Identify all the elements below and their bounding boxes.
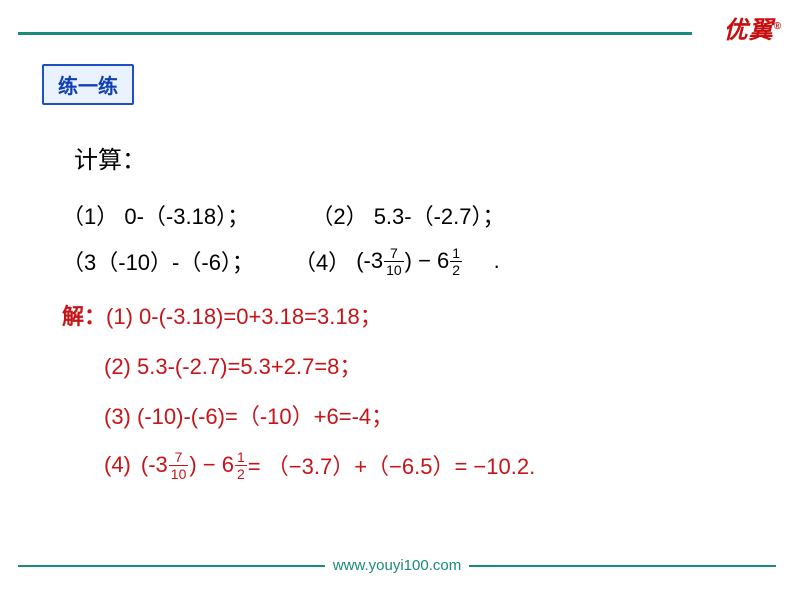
p4-f1-num: 7 xyxy=(384,246,404,261)
fraction-icon: 7 10 xyxy=(384,246,404,277)
s4-num: (4) xyxy=(104,452,131,478)
solution-4: (4) (-3 7 10 ) − 6 1 2 = （−3.7）+（−6.5）= … xyxy=(104,449,734,481)
fraction-icon: 1 2 xyxy=(450,246,462,277)
section-badge: 练一练 xyxy=(42,64,134,105)
p4-f1-den: 10 xyxy=(384,261,404,277)
fraction-icon: 1 2 xyxy=(235,450,247,481)
s4-f1-den: 10 xyxy=(169,465,189,481)
content-area: 计算： （1） 0-（-3.18）； （2） 5.3-（-2.7）； （3（-1… xyxy=(62,140,734,499)
logo-text: 优翼 xyxy=(724,17,774,44)
s4-mid1: ) − 6 xyxy=(189,452,234,478)
p4-mid: ) − 6 xyxy=(405,248,450,274)
p4-tail: . xyxy=(463,248,500,274)
p4-lead: (-3 xyxy=(356,248,383,274)
p4-f2-den: 2 xyxy=(450,261,462,277)
footer-bar: www.youyi100.com xyxy=(18,557,776,574)
footer-url: www.youyi100.com xyxy=(325,557,469,574)
fraction-icon: 7 10 xyxy=(169,450,189,481)
p3-number: （3 xyxy=(62,245,96,277)
footer-rule-right xyxy=(469,565,776,567)
solution-3: (3) (-10)-(-6)=（-10）+6=-4； xyxy=(104,399,734,431)
s1-num: (1) xyxy=(106,304,133,329)
p2-number: （2） xyxy=(311,204,367,229)
p4-expr: (-3 7 10 ) − 6 1 2 . xyxy=(356,246,500,277)
p3-expr: （-10）-（-6）； xyxy=(96,245,254,277)
p2-expr: 5.3-（-2.7）； xyxy=(368,204,505,229)
s4-expr: (-3 7 10 ) − 6 1 2 = （−3.7）+（−6.5）= −10.… xyxy=(141,449,535,481)
prompt-text: 计算： xyxy=(74,140,734,175)
s3-num: (3) xyxy=(104,404,131,429)
s1-expr: 0-(-3.18)=0+3.18=3.18； xyxy=(133,304,382,329)
brand-logo: 优翼® xyxy=(724,10,782,45)
p1-expr: 0-（-3.18）； xyxy=(118,204,249,229)
solution-2: (2) 5.3-(-2.7)=5.3+2.7=8； xyxy=(104,349,734,381)
header-rule xyxy=(18,32,692,35)
p1-number: （1） xyxy=(62,204,118,229)
solution-1: 解：(1) 0-(-3.18)=0+3.18=3.18； xyxy=(62,299,734,331)
p4-number: （4） xyxy=(294,245,350,277)
s3-expr: (-10)-(-6)=（-10）+6=-4； xyxy=(131,404,393,429)
s4-f2-den: 2 xyxy=(235,465,247,481)
s2-num: (2) xyxy=(104,354,131,379)
problem-row-2: （3（-10）-（-6）； （4） (-3 7 10 ) − 6 1 2 . xyxy=(62,245,734,277)
solution-label: 解： xyxy=(62,304,106,329)
s2-expr: 5.3-(-2.7)=5.3+2.7=8； xyxy=(131,354,362,379)
footer-rule-left xyxy=(18,565,325,567)
s4-f2-num: 1 xyxy=(235,450,247,465)
s4-mid2: = （−3.7）+（−6.5）= −10.2. xyxy=(248,449,535,481)
logo-reg: ® xyxy=(774,21,782,32)
badge-label: 练一练 xyxy=(58,76,118,98)
problem-row-1: （1） 0-（-3.18）； （2） 5.3-（-2.7）； xyxy=(62,199,734,231)
s4-f1-num: 7 xyxy=(169,450,189,465)
s4-lead: (-3 xyxy=(141,452,168,478)
p4-f2-num: 1 xyxy=(450,246,462,261)
